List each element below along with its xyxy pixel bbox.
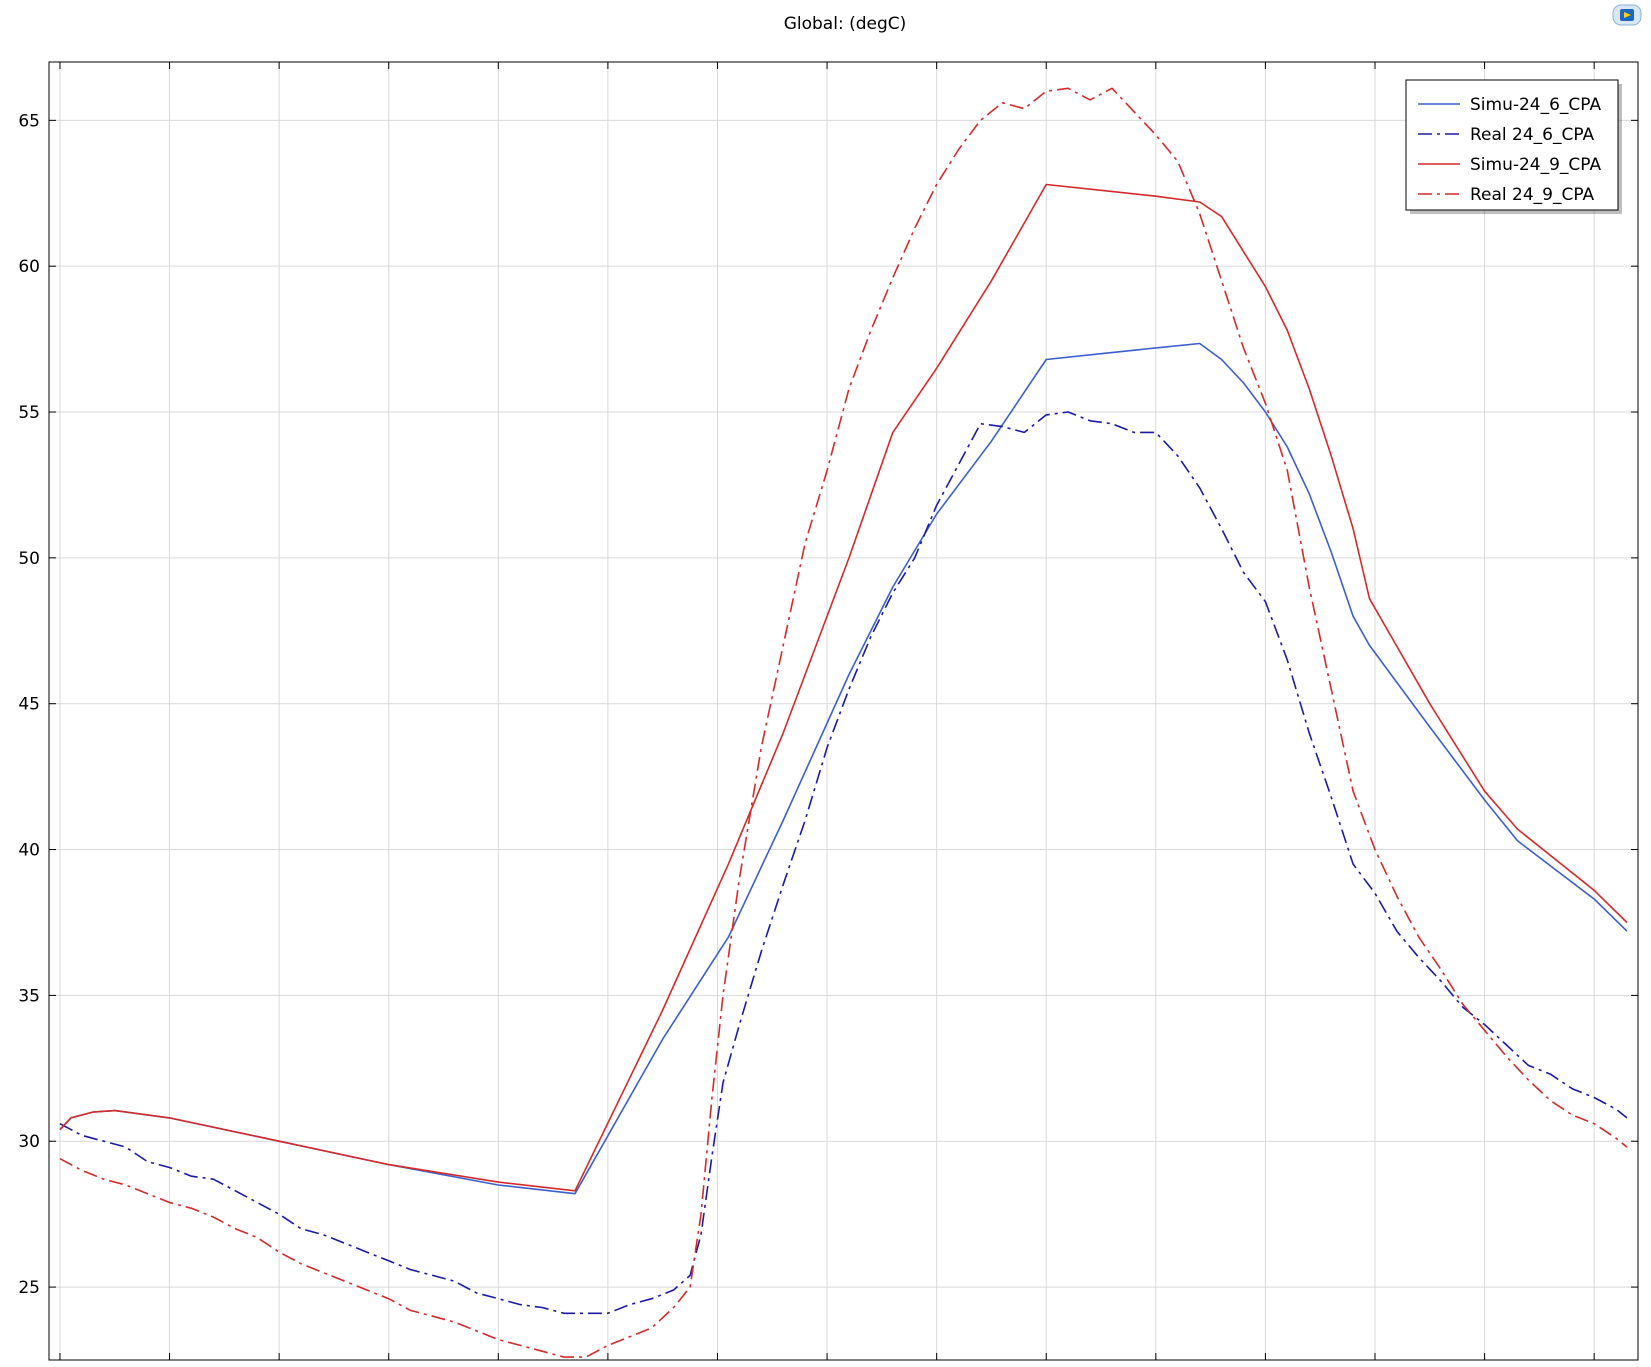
grid: [49, 62, 1638, 1360]
series-line-3: [59, 183, 1628, 1192]
comsol-app-icon[interactable]: [1612, 4, 1642, 26]
y-tick-label: 25: [18, 1278, 40, 1298]
legend-entry-label: Real 24_9_CPA: [1470, 185, 1595, 205]
series-line-1: [59, 342, 1628, 1195]
legend-entry-label: Simu-24_9_CPA: [1470, 155, 1601, 175]
y-tick-label: 30: [18, 1132, 40, 1152]
series-line-2: [59, 411, 1628, 1315]
y-tick-label: 60: [18, 257, 40, 277]
y-tick-label: 35: [18, 986, 40, 1006]
legend-box: [1405, 79, 1619, 211]
series-line-4: [59, 87, 1628, 1358]
legend-entry-label: Simu-24_6_CPA: [1470, 95, 1601, 115]
y-tick-label: 50: [18, 549, 40, 569]
y-tick-label: 55: [18, 403, 40, 423]
y-tick-label: 40: [18, 841, 40, 861]
legend-entry-label: Real 24_6_CPA: [1470, 125, 1595, 145]
axis-ticks: 0100200300400500600700800900100011001200…: [18, 62, 1638, 1360]
y-tick-label: 65: [18, 111, 40, 131]
y-tick-label: 45: [18, 695, 40, 715]
series-group: [59, 87, 1628, 1358]
legend: Simu-24_6_CPA Real 24_6_CPA Simu-24_9_CPA R…: [1405, 79, 1622, 214]
chart-title: Global: (degC): [784, 14, 907, 34]
plot-area-frame: [48, 61, 1639, 1361]
